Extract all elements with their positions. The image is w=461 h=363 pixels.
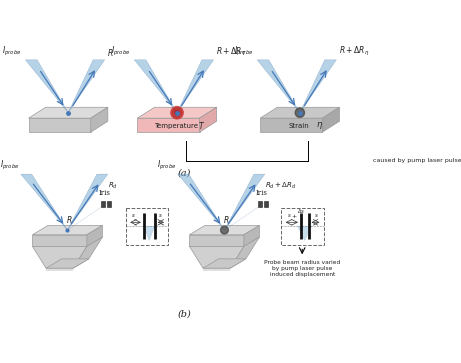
Text: $s$: $s$ <box>314 212 319 219</box>
Text: $s$: $s$ <box>159 212 163 219</box>
Text: $s$: $s$ <box>131 212 136 219</box>
Polygon shape <box>144 226 155 240</box>
Text: $R$: $R$ <box>107 47 114 58</box>
Polygon shape <box>21 174 67 230</box>
Text: $R+\Delta R_T$: $R+\Delta R_T$ <box>216 46 247 58</box>
Polygon shape <box>300 60 337 113</box>
Polygon shape <box>177 60 213 113</box>
Polygon shape <box>189 235 244 246</box>
Polygon shape <box>257 60 300 113</box>
Text: $R+\Delta R_\eta$: $R+\Delta R_\eta$ <box>339 45 369 58</box>
Polygon shape <box>46 259 89 268</box>
Text: induced displacement: induced displacement <box>270 272 335 277</box>
Polygon shape <box>73 237 102 268</box>
Polygon shape <box>91 107 108 132</box>
Polygon shape <box>298 226 312 240</box>
Text: Iris: Iris <box>256 189 268 197</box>
Text: $I_{probe}$: $I_{probe}$ <box>234 45 253 58</box>
Text: +: + <box>291 214 296 219</box>
Polygon shape <box>244 225 260 246</box>
Circle shape <box>295 108 305 117</box>
Text: $I_{probe}$: $I_{probe}$ <box>111 45 130 58</box>
Text: $T$: $T$ <box>198 121 205 131</box>
Text: $R_d$: $R_d$ <box>108 181 118 191</box>
Text: $I_{probe}$: $I_{probe}$ <box>157 159 176 172</box>
Polygon shape <box>29 118 91 132</box>
Polygon shape <box>322 107 339 132</box>
Polygon shape <box>260 118 322 132</box>
Polygon shape <box>200 107 217 132</box>
Circle shape <box>220 226 228 234</box>
Bar <box>258 200 262 207</box>
Text: caused by pump laser pulse: caused by pump laser pulse <box>373 158 461 163</box>
Bar <box>101 200 105 207</box>
Circle shape <box>171 106 183 119</box>
Text: $\Delta s$: $\Delta s$ <box>297 207 306 215</box>
Text: $R_d+\Delta R_d$: $R_d+\Delta R_d$ <box>265 181 296 191</box>
Text: $I_{probe}$: $I_{probe}$ <box>0 159 19 172</box>
Polygon shape <box>137 118 200 132</box>
Polygon shape <box>178 174 225 230</box>
Polygon shape <box>32 225 102 235</box>
Text: (a): (a) <box>177 168 191 177</box>
Polygon shape <box>260 107 339 118</box>
Polygon shape <box>134 60 177 113</box>
Polygon shape <box>32 246 87 268</box>
Bar <box>107 200 112 207</box>
Text: by pump laser pulse: by pump laser pulse <box>272 266 332 271</box>
Text: $s$: $s$ <box>287 212 291 219</box>
Circle shape <box>172 108 182 117</box>
Polygon shape <box>25 60 68 113</box>
Polygon shape <box>189 225 260 235</box>
Polygon shape <box>203 268 230 271</box>
Polygon shape <box>203 259 246 268</box>
Polygon shape <box>29 107 108 118</box>
Text: $R$: $R$ <box>223 214 230 225</box>
Polygon shape <box>225 174 265 230</box>
Text: (b): (b) <box>177 310 191 319</box>
Polygon shape <box>230 237 260 268</box>
Polygon shape <box>68 60 105 113</box>
Polygon shape <box>67 174 108 230</box>
Text: Strain: Strain <box>289 123 309 129</box>
Text: Probe beam radius varied: Probe beam radius varied <box>264 260 340 265</box>
Bar <box>265 200 268 207</box>
Circle shape <box>175 110 179 115</box>
Polygon shape <box>137 107 217 118</box>
Text: Temperature: Temperature <box>154 123 198 129</box>
Text: $\eta$: $\eta$ <box>316 121 323 131</box>
Bar <box>281 208 324 245</box>
Polygon shape <box>87 225 102 246</box>
Text: $R$: $R$ <box>66 214 72 225</box>
Polygon shape <box>46 268 73 271</box>
Polygon shape <box>32 235 87 246</box>
Bar <box>126 208 168 245</box>
Text: $I_{probe}$: $I_{probe}$ <box>2 45 22 58</box>
Polygon shape <box>189 246 244 268</box>
Text: Iris: Iris <box>99 189 111 197</box>
